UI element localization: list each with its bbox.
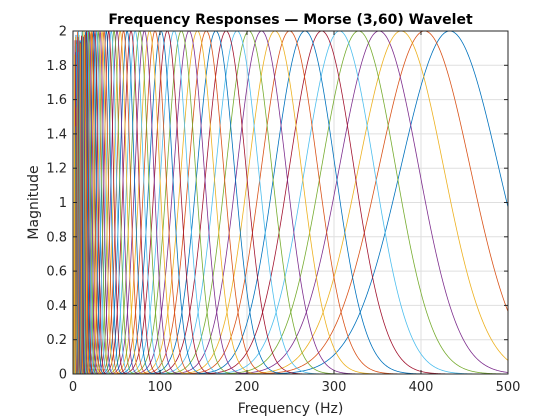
frequency-response-line [96,30,146,375]
y-tick-label: 1.6 [46,93,67,108]
x-axis-label: Frequency (Hz) [238,401,344,417]
y-tick-label: 1.8 [46,59,67,74]
x-tick-label: 400 [409,380,434,395]
chart-title: Frequency Responses — Morse (3,60) Wavel… [108,12,473,28]
frequency-response-line [85,31,112,375]
y-tick-label: 0.2 [46,333,67,348]
y-tick-label: 1 [59,196,67,211]
y-tick-label: 0.6 [46,265,67,280]
y-tick-label: 0 [59,368,67,383]
y-tick-label: 1.2 [46,162,67,177]
y-tick-label: 2 [59,25,67,40]
axis-ticks [72,30,509,375]
x-tick-label: 500 [496,380,521,395]
frequency-response-line [223,30,509,375]
frequency-response-line [258,30,509,375]
x-tick-label: 100 [148,380,173,395]
frequency-response-line [88,30,121,375]
y-tick-label: 1.4 [46,127,67,142]
y-axis-label: Magnitude [26,165,42,239]
y-tick-label: 0.8 [46,230,67,245]
y-tick-label: 0.4 [46,299,67,314]
frequency-response-line [99,30,156,375]
y-axis-tick-labels: 0 0.2 0.4 0.6 0.8 1 1.2 1.4 1.6 1.8 2 [46,25,67,383]
frequency-response-line [93,29,136,375]
x-tick-label: 300 [322,380,347,395]
frequency-response-line [86,30,115,375]
frequency-response-line [234,30,509,375]
frequency-response-line [246,30,509,375]
x-axis-tick-labels: 0 100 200 300 400 500 [69,380,521,395]
frequency-response-line [87,30,118,375]
x-tick-label: 0 [69,380,77,395]
frequency-response-line [73,54,76,375]
x-tick-label: 200 [235,380,260,395]
